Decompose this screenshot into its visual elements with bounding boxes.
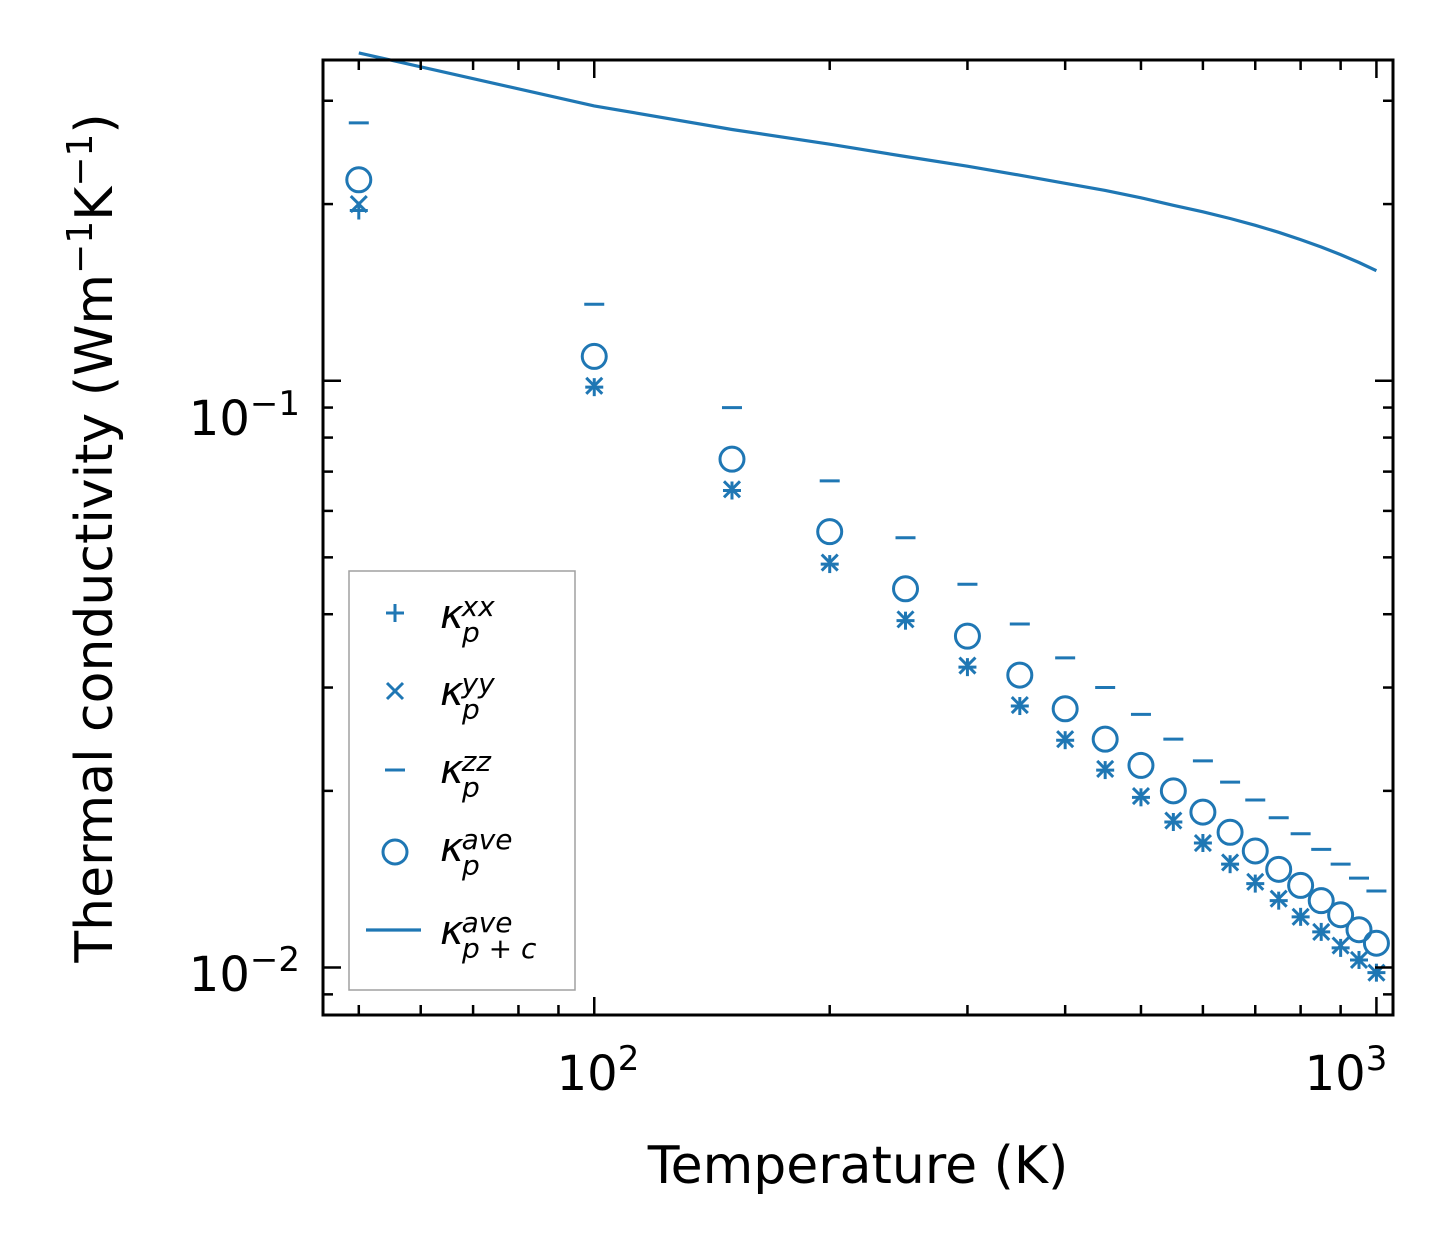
- point-kyy-800: [1291, 907, 1310, 926]
- point-kyy-250: [896, 610, 915, 629]
- point-kyy-650: [1221, 853, 1240, 872]
- legend: κxx p κyy p κzz p κave p κave p + c: [348, 570, 576, 991]
- axis-ticks: [323, 60, 1393, 1015]
- y-tick-label-0.01: 10−2: [189, 940, 300, 1003]
- axes-frame: [321, 58, 1395, 1017]
- series-kave: [345, 166, 1390, 957]
- point-kyy-950: [1349, 950, 1369, 970]
- series-kzz: [348, 121, 1387, 893]
- point-kyy-100: [585, 376, 604, 395]
- legend-label-kave: κave p: [440, 823, 513, 882]
- point-kyy-150: [722, 480, 742, 499]
- point-kave-250: [892, 575, 920, 603]
- legend-marker-kave: [381, 838, 409, 866]
- series-kyy: [349, 195, 1386, 982]
- svg-text:10−2: 10−2: [189, 940, 300, 1003]
- svg-text:10−1: 10−1: [189, 384, 300, 447]
- point-kave-700: [1241, 837, 1269, 865]
- y-tick-label-0.1: 10−1: [189, 384, 300, 447]
- point-kyy-450: [1096, 759, 1115, 778]
- point-kyy-50: [349, 195, 368, 214]
- point-kave-550: [1159, 777, 1187, 805]
- point-kave-50: [345, 166, 373, 194]
- legend-label-kxx: κxx p: [440, 590, 495, 649]
- point-kave-350: [1006, 661, 1034, 689]
- legend-label-kyy: κyy p: [440, 667, 495, 726]
- point-kyy-300: [958, 656, 977, 675]
- plot-area: [345, 51, 1390, 982]
- point-kave-650: [1216, 818, 1244, 846]
- point-kave-450: [1091, 725, 1119, 753]
- legend-markers: [366, 604, 421, 932]
- x-tick-label-1000: 103: [1305, 1039, 1388, 1102]
- legend-label-kzz: κzz p: [440, 745, 492, 804]
- point-kyy-200: [820, 553, 839, 572]
- point-kave-300: [953, 622, 981, 650]
- legend-marker-kxx: [386, 604, 404, 622]
- point-kyy-900: [1331, 936, 1350, 955]
- point-kave-600: [1189, 798, 1217, 826]
- svg-text:103: 103: [1305, 1039, 1388, 1102]
- point-kave-950: [1345, 916, 1373, 944]
- x-tick-label-100: 102: [557, 1039, 640, 1102]
- legend-marker-kyy: [385, 681, 405, 701]
- point-kave-500: [1127, 751, 1155, 779]
- point-kyy-850: [1312, 922, 1331, 941]
- legend-label-kpc: κave p + c: [440, 906, 537, 965]
- point-kyy-600: [1193, 833, 1212, 853]
- y-axis-label: Thermal conductivity (Wm−1K−1): [60, 113, 125, 963]
- point-kyy-550: [1164, 811, 1183, 830]
- svg-text:102: 102: [557, 1039, 640, 1102]
- point-kxx-900: [1331, 938, 1350, 957]
- legend-frame: [348, 570, 576, 991]
- x-axis-label: Temperature (K): [647, 1136, 1069, 1196]
- point-kave-750: [1265, 855, 1293, 883]
- series-line-kpc: [358, 51, 1378, 273]
- point-kyy-750: [1269, 889, 1288, 908]
- point-kyy-400: [1056, 730, 1075, 749]
- point-kyy-500: [1131, 786, 1151, 806]
- point-kave-800: [1287, 871, 1315, 899]
- point-kave-150: [718, 445, 746, 473]
- point-kave-200: [816, 518, 844, 546]
- point-kave-100: [580, 342, 608, 370]
- point-kave-850: [1307, 887, 1335, 915]
- point-kave-900: [1327, 901, 1355, 929]
- point-kave-400: [1051, 695, 1079, 723]
- point-kave-1000: [1362, 929, 1390, 957]
- point-kyy-700: [1246, 872, 1265, 891]
- point-kyy-350: [1010, 696, 1029, 715]
